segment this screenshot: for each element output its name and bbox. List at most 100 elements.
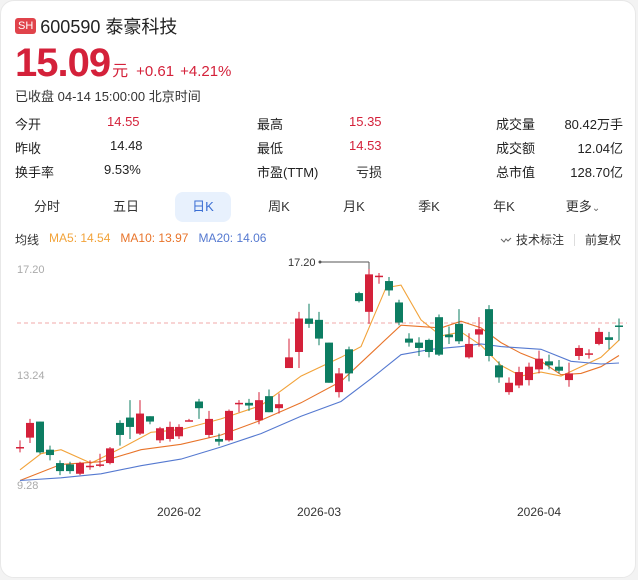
tab-five-day[interactable]: 五日 xyxy=(112,199,139,214)
price-row: 15.09 元 +0.61 +4.21% xyxy=(15,41,231,86)
ma10-line xyxy=(19,320,620,482)
stat-label: 成交量 xyxy=(496,117,536,132)
candle xyxy=(146,416,154,422)
stock-title[interactable]: 600590 泰豪科技 xyxy=(40,17,178,37)
current-price: 15.09 xyxy=(15,41,111,85)
candle xyxy=(585,353,593,355)
stats-row: 今开 14.55 最高 15.35 成交量 80.42万手 xyxy=(15,112,625,136)
candle xyxy=(76,463,84,474)
candle xyxy=(525,366,533,381)
candle xyxy=(295,318,303,352)
y-tick-label: 17.20 xyxy=(17,264,45,276)
stat-label: 总市值 xyxy=(496,165,536,180)
tab-more[interactable]: 更多⌄ xyxy=(555,192,611,222)
adjust-button[interactable]: 前复权 xyxy=(584,233,621,247)
ma20-line xyxy=(19,343,620,482)
candle xyxy=(305,318,313,324)
kline-chart[interactable]: 17.20 13.24 9.28 17.20 xyxy=(1,251,637,501)
candle xyxy=(595,331,603,344)
candle xyxy=(605,337,613,340)
candle xyxy=(36,421,44,453)
tab-monthly-k[interactable]: 月K xyxy=(343,199,365,214)
candle xyxy=(575,347,583,356)
stats-row: 换手率 9.53% 市盈(TTM) 亏损 总市值 128.70亿 xyxy=(15,160,625,184)
tab-more-label: 更多 xyxy=(565,199,592,214)
candle xyxy=(355,293,363,302)
stat-value: 亏损 xyxy=(356,165,383,180)
max-price-annotation: 17.20 xyxy=(288,257,316,269)
candle xyxy=(435,317,443,355)
stat-value: 15.35 xyxy=(349,114,382,129)
stat-label: 市盈(TTM) xyxy=(257,165,319,180)
candle xyxy=(106,448,114,464)
candle xyxy=(255,400,263,421)
tech-annotation-button[interactable]: 技术标注 xyxy=(500,231,564,248)
candle xyxy=(445,334,453,338)
candle xyxy=(465,343,473,358)
ma-legend: 均线 MA5: 14.54 MA10: 13.97 MA20: 14.06 xyxy=(15,231,266,248)
price-change-pct: +4.21% xyxy=(180,63,232,80)
candle xyxy=(86,465,94,468)
tab-daily-k[interactable]: 日K xyxy=(175,192,231,222)
ma20-value: MA20: 14.06 xyxy=(198,231,267,245)
tab-quarterly-k[interactable]: 季K xyxy=(418,199,440,214)
candle xyxy=(325,342,333,383)
price-unit: 元 xyxy=(112,63,129,80)
candle xyxy=(26,422,34,438)
stat-label: 今开 xyxy=(15,117,42,132)
tab-yearly-k[interactable]: 年K xyxy=(493,199,515,214)
candle xyxy=(535,358,543,370)
chart-options: 技术标注 前复权 xyxy=(500,231,621,248)
stats-grid: 今开 14.55 最高 15.35 成交量 80.42万手 昨收 14.48 最… xyxy=(15,112,625,184)
stat-value: 14.48 xyxy=(110,138,143,153)
candle xyxy=(335,373,343,393)
candle xyxy=(126,417,134,427)
candle xyxy=(116,422,124,435)
candle xyxy=(205,418,213,435)
candle xyxy=(565,373,573,381)
exchange-badge: SH xyxy=(15,18,37,34)
candle xyxy=(495,365,503,378)
stat-value: 14.55 xyxy=(107,114,140,129)
x-tick-label: 2026-02 xyxy=(157,505,202,519)
stat-value: 12.04亿 xyxy=(577,141,623,156)
chevron-down-icon: ⌄ xyxy=(591,203,601,214)
stat-label: 换手率 xyxy=(15,165,55,180)
tab-weekly-k[interactable]: 周K xyxy=(268,199,290,214)
candle xyxy=(56,463,64,472)
candle xyxy=(415,342,423,348)
candle xyxy=(46,449,54,456)
stat-label: 最高 xyxy=(257,117,284,132)
candle xyxy=(245,402,253,406)
candle xyxy=(215,438,223,442)
tech-annotation-label: 技术标注 xyxy=(515,233,564,247)
y-tick-label: 9.28 xyxy=(17,480,38,492)
x-tick-label: 2026-04 xyxy=(517,505,562,519)
tab-intraday[interactable]: 分时 xyxy=(33,199,60,214)
candle xyxy=(455,323,463,342)
candle xyxy=(475,329,483,335)
candle xyxy=(365,274,373,312)
candle xyxy=(195,401,203,409)
candle xyxy=(185,420,193,422)
candle xyxy=(265,396,273,413)
candle xyxy=(96,464,104,466)
x-tick-label: 2026-03 xyxy=(297,505,342,519)
candle xyxy=(485,309,493,356)
candle xyxy=(315,319,323,339)
ma5-value: MA5: 14.54 xyxy=(49,231,111,245)
stat-value: 14.53 xyxy=(349,138,382,153)
candle xyxy=(156,428,164,441)
divider xyxy=(573,233,575,246)
stock-header: SH 600590 泰豪科技 xyxy=(15,13,177,39)
candle xyxy=(395,302,403,323)
period-tabs: 分时 五日 日K 周K 月K 季K 年K 更多⌄ xyxy=(15,192,627,222)
candle xyxy=(345,349,353,374)
market-status: 已收盘 04-14 15:00:00 北京时间 xyxy=(15,89,201,104)
ma-label: 均线 xyxy=(15,233,40,247)
price-change: +0.61 xyxy=(136,63,175,80)
candle xyxy=(385,281,393,291)
candle xyxy=(175,426,183,437)
candle xyxy=(66,464,74,472)
